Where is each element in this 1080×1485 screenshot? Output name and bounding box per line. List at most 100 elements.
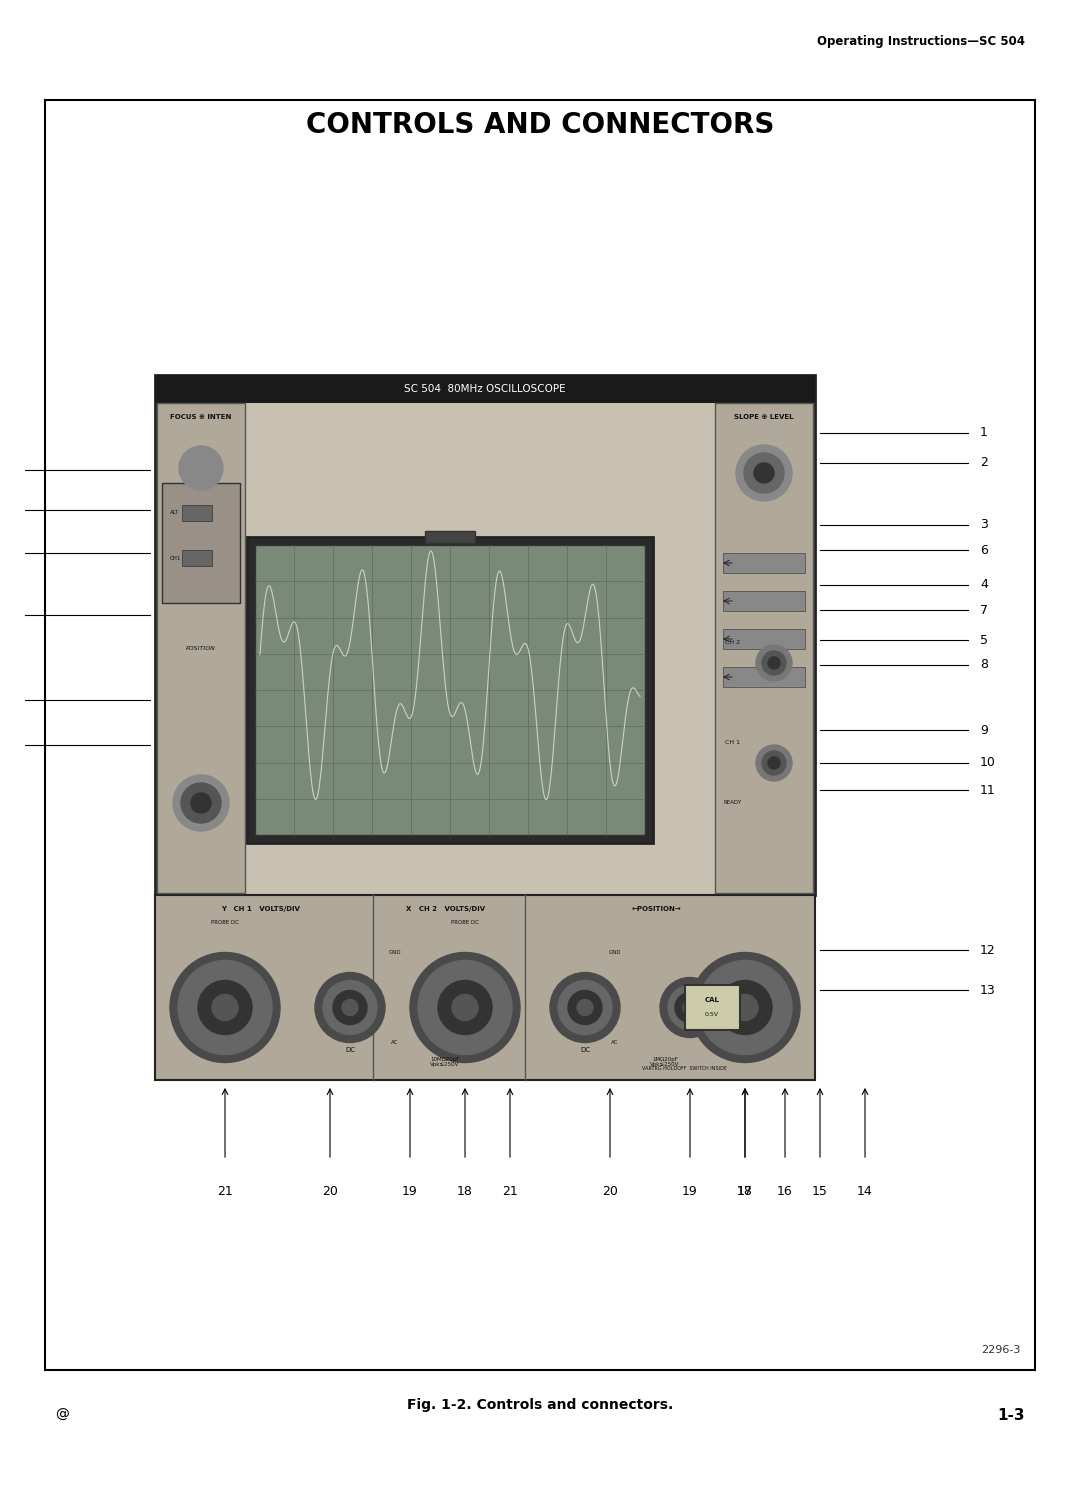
Text: 21: 21 (502, 1185, 518, 1198)
Text: CH 1: CH 1 (725, 741, 740, 745)
Text: 2296-3: 2296-3 (981, 1345, 1020, 1354)
Text: Operating Instructions—SC 504: Operating Instructions—SC 504 (816, 36, 1025, 49)
Circle shape (675, 992, 705, 1023)
Circle shape (669, 986, 712, 1029)
Circle shape (453, 995, 478, 1020)
Text: 17: 17 (737, 1185, 753, 1198)
Text: 19: 19 (402, 1185, 418, 1198)
Text: AC: AC (391, 1040, 399, 1045)
Circle shape (179, 446, 222, 490)
Text: DC: DC (580, 1047, 590, 1053)
Bar (723, 667, 805, 688)
Circle shape (698, 961, 792, 1054)
Text: 2: 2 (980, 456, 988, 469)
Circle shape (762, 751, 786, 775)
Circle shape (333, 990, 367, 1025)
Circle shape (212, 995, 238, 1020)
Text: 14: 14 (858, 1185, 873, 1198)
Bar (715, 402, 813, 892)
Bar (247, 538, 653, 843)
Circle shape (170, 952, 280, 1062)
Circle shape (410, 952, 519, 1062)
Circle shape (185, 451, 217, 484)
Text: ALT: ALT (171, 511, 179, 515)
Text: 0.5V: 0.5V (705, 1013, 719, 1017)
Text: ←POSITION→: ←POSITION→ (632, 906, 681, 912)
Text: 1MΩ20pF
Vpk≤250V: 1MΩ20pF Vpk≤250V (650, 1057, 679, 1068)
Circle shape (550, 973, 620, 1042)
Text: CAL: CAL (704, 996, 719, 1002)
Text: Y   CH 1   VOLTS/DIV: Y CH 1 VOLTS/DIV (221, 906, 300, 912)
Circle shape (768, 656, 780, 670)
Text: Fig. 1-2. Controls and connectors.: Fig. 1-2. Controls and connectors. (407, 1397, 673, 1412)
Text: FOCUS ⊕ INTEN: FOCUS ⊕ INTEN (171, 414, 232, 420)
Text: SC 504  80MHz OSCILLOSCOPE: SC 504 80MHz OSCILLOSCOPE (404, 385, 566, 394)
Bar (45, 99, 1035, 1371)
Text: 18: 18 (737, 1185, 753, 1198)
Text: DC: DC (345, 1047, 355, 1053)
Text: 10MΩ20pF
Vpk≤250V: 10MΩ20pF Vpk≤250V (430, 1057, 460, 1068)
Circle shape (577, 999, 593, 1016)
Bar (183, 505, 212, 521)
Bar (426, 532, 475, 544)
Bar (255, 545, 645, 835)
Circle shape (768, 757, 780, 769)
Circle shape (558, 980, 612, 1035)
Text: 15: 15 (812, 1185, 828, 1198)
Text: 16: 16 (778, 1185, 793, 1198)
Bar (685, 985, 740, 1031)
Circle shape (178, 961, 272, 1054)
Circle shape (438, 980, 492, 1035)
Circle shape (735, 446, 792, 500)
Text: 9: 9 (980, 723, 988, 737)
Text: 7: 7 (980, 603, 988, 616)
Circle shape (315, 973, 384, 1042)
Text: CH 2: CH 2 (725, 640, 740, 646)
Bar (156, 895, 815, 1080)
Text: 18: 18 (457, 1185, 473, 1198)
Bar (723, 552, 805, 573)
Text: 10: 10 (980, 756, 996, 769)
Bar (156, 376, 815, 895)
Circle shape (193, 460, 210, 477)
Circle shape (744, 453, 784, 493)
Circle shape (418, 961, 512, 1054)
Circle shape (173, 775, 229, 832)
Text: 3: 3 (980, 518, 988, 532)
Text: 11: 11 (980, 784, 996, 796)
Text: 19: 19 (683, 1185, 698, 1198)
Circle shape (198, 980, 252, 1035)
Circle shape (568, 990, 602, 1025)
Circle shape (683, 1001, 697, 1014)
Text: 5: 5 (980, 634, 988, 646)
Circle shape (323, 980, 377, 1035)
Text: 20: 20 (322, 1185, 338, 1198)
Text: 21: 21 (217, 1185, 233, 1198)
Circle shape (756, 745, 792, 781)
Bar (723, 591, 805, 610)
Text: POSITION: POSITION (186, 646, 216, 650)
Text: AC: AC (611, 1040, 619, 1045)
Bar (183, 549, 212, 566)
Text: 6: 6 (980, 544, 988, 557)
Circle shape (690, 952, 800, 1062)
Circle shape (732, 995, 758, 1020)
Text: GND: GND (609, 950, 621, 955)
Text: READY: READY (723, 800, 741, 805)
Circle shape (756, 644, 792, 682)
Text: CH1: CH1 (170, 555, 180, 560)
Text: 12: 12 (980, 943, 996, 956)
Text: 1: 1 (980, 426, 988, 440)
Circle shape (660, 977, 720, 1038)
Bar (723, 630, 805, 649)
Text: 8: 8 (980, 658, 988, 671)
Bar (162, 483, 240, 603)
Text: X   CH 2   VOLTS/DIV: X CH 2 VOLTS/DIV (406, 906, 485, 912)
Circle shape (191, 793, 211, 812)
Circle shape (718, 980, 772, 1035)
Text: SLOPE ⊕ LEVEL: SLOPE ⊕ LEVEL (734, 414, 794, 420)
Text: 4: 4 (980, 579, 988, 591)
Bar (157, 402, 245, 892)
Text: 20: 20 (602, 1185, 618, 1198)
Text: PROBE DC: PROBE DC (451, 921, 480, 925)
